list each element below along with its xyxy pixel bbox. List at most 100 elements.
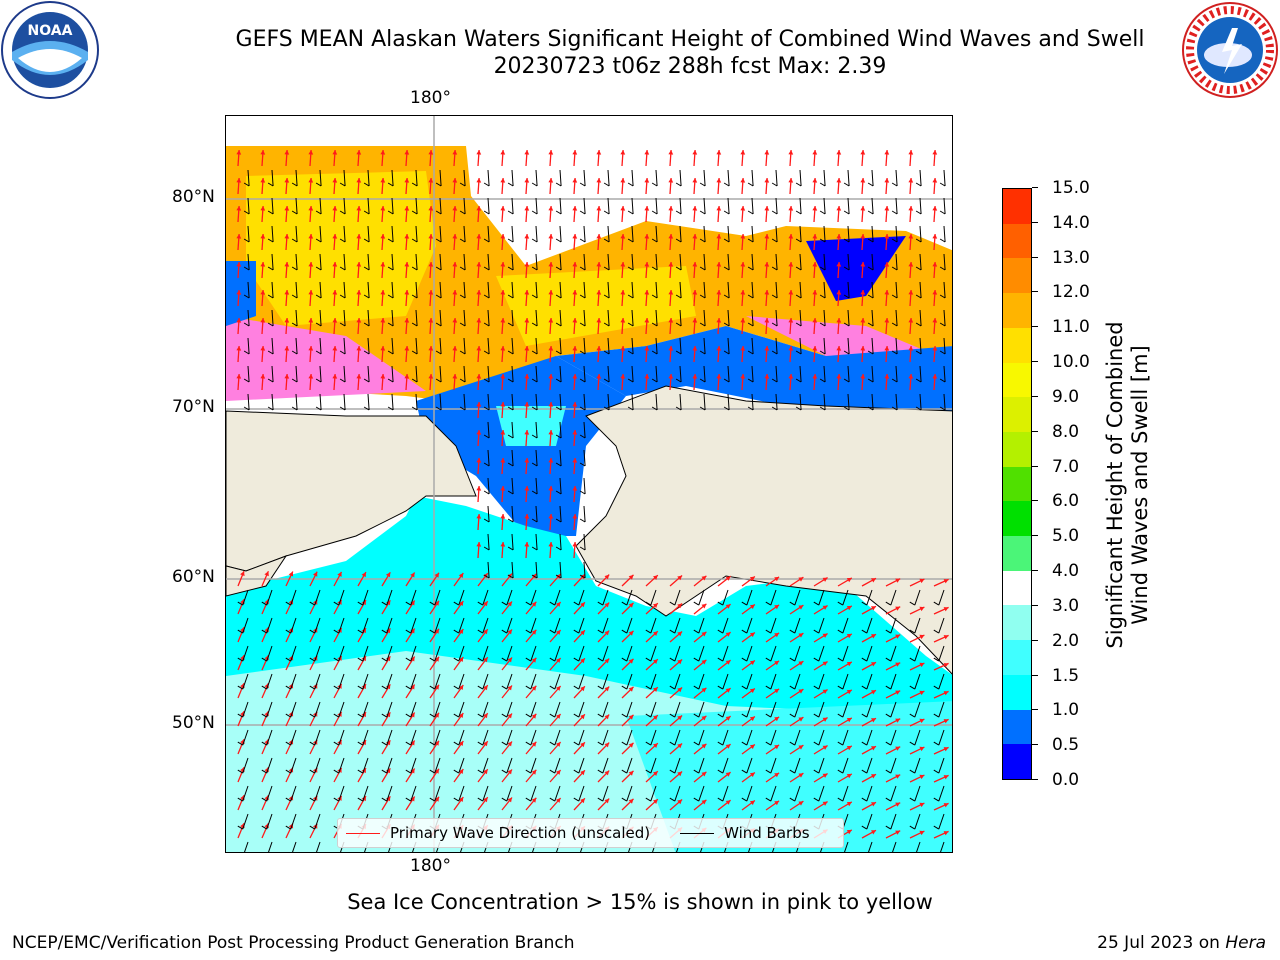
wind-barb xyxy=(674,729,681,746)
wind-barb-flag xyxy=(837,685,844,690)
wind-barb xyxy=(938,785,945,802)
wind-barb-flag xyxy=(867,322,874,327)
wave-arrow-head xyxy=(692,374,698,379)
wind-barb-flag xyxy=(267,322,274,327)
wind-barb xyxy=(602,617,609,634)
wind-barb xyxy=(386,785,393,802)
wind-barb xyxy=(842,785,849,802)
wave-arrow-head xyxy=(908,346,914,351)
wind-barb-flag xyxy=(813,741,820,746)
wind-barb-flag xyxy=(669,601,676,606)
wave-arrow-head xyxy=(668,178,674,183)
wind-barb xyxy=(655,253,658,271)
wind-barb-flag xyxy=(627,210,634,215)
wind-barb xyxy=(919,281,922,299)
wind-barb xyxy=(722,729,729,746)
wind-barb xyxy=(386,701,393,718)
wind-barb-flag xyxy=(789,769,796,774)
wind-barb-flag xyxy=(915,322,922,327)
wave-arrow-head xyxy=(483,713,488,719)
wave-arrow-head xyxy=(701,603,707,609)
wind-barb xyxy=(607,309,610,327)
wind-barb xyxy=(703,197,706,215)
wind-barb xyxy=(919,365,922,383)
footer-host: Hera xyxy=(1225,933,1266,953)
wave-arrow-head xyxy=(919,774,925,780)
wind-barb xyxy=(818,785,825,802)
wave-arrow-head xyxy=(507,629,512,635)
wave-arrow-head xyxy=(572,430,578,435)
wind-barb-flag xyxy=(501,629,508,634)
wind-barb-flag xyxy=(507,378,514,383)
wind-barb xyxy=(847,253,850,271)
wind-barb xyxy=(703,253,706,271)
wind-barb-flag xyxy=(933,601,940,606)
wind-barb xyxy=(391,281,394,299)
wave-arrow-head xyxy=(701,771,707,777)
wave-arrow-head xyxy=(943,775,949,780)
wind-barb-flag xyxy=(285,629,292,634)
wind-barb-flag xyxy=(795,238,802,243)
wind-barb xyxy=(943,169,946,187)
wave-arrow-head xyxy=(500,514,506,519)
wind-barb-flag xyxy=(435,182,442,187)
wind-barb-flag xyxy=(411,210,418,215)
wave-arrow-head xyxy=(555,602,561,607)
wind-barb xyxy=(247,393,250,411)
wave-arrow-head xyxy=(260,178,266,183)
wind-barb xyxy=(367,337,370,355)
wind-barb xyxy=(487,365,490,383)
wave-arrow-head xyxy=(531,685,537,691)
wave-arrow-head xyxy=(356,178,362,183)
wind-barb-flag xyxy=(387,182,394,187)
wind-barb-flag xyxy=(837,657,844,662)
wave-arrow-head xyxy=(572,346,578,351)
wind-barb-flag xyxy=(597,657,604,662)
wind-barb-flag xyxy=(603,238,610,243)
wind-barb xyxy=(535,421,538,439)
wave-arrow-head xyxy=(500,346,506,351)
wind-barb xyxy=(482,757,489,774)
wind-barb xyxy=(271,337,274,355)
wave-arrow-head xyxy=(458,657,464,662)
wind-barb-flag xyxy=(645,629,652,634)
wind-barb-flag xyxy=(597,601,604,606)
wind-barb-flag xyxy=(333,741,340,746)
wind-barb xyxy=(727,365,730,383)
wind-barb xyxy=(919,309,922,327)
wind-barb xyxy=(247,169,250,187)
wind-barb-flag xyxy=(819,266,826,271)
wave-arrow-head xyxy=(428,178,434,183)
wave-arrow-head xyxy=(884,374,890,379)
wind-barb-flag xyxy=(645,601,652,606)
wind-barb-flag xyxy=(579,462,586,467)
wave-arrow-head xyxy=(337,571,342,577)
wind-barb-flag xyxy=(573,601,580,606)
wind-barb-flag xyxy=(405,629,412,634)
wave-arrow-head xyxy=(895,662,901,667)
wind-barb-flag xyxy=(459,238,466,243)
wave-arrow-head xyxy=(580,630,585,636)
wave-arrow-head xyxy=(500,402,506,407)
wind-barb-flag xyxy=(813,713,820,718)
wind-barb xyxy=(535,337,538,355)
wind-barb xyxy=(916,841,921,852)
wind-barb-flag xyxy=(717,657,724,662)
wind-barb xyxy=(511,561,514,579)
wind-barb-flag xyxy=(885,657,892,662)
lat-label-50n: 50°N xyxy=(172,713,215,733)
wind-barb xyxy=(266,645,273,662)
wave-arrow-head xyxy=(740,234,746,239)
colorbar-label-line2: Wind Waves and Swell [m] xyxy=(1128,345,1152,625)
wave-arrow-head xyxy=(452,206,458,211)
wave-arrow-head xyxy=(846,605,852,611)
wave-arrow-head xyxy=(555,686,561,691)
wind-barb-flag xyxy=(621,657,628,662)
wind-barb-flag xyxy=(795,182,802,187)
chart-title-line1: GEFS MEAN Alaskan Waters Significant Hei… xyxy=(235,27,1145,52)
wind-barb xyxy=(319,197,322,215)
wind-barb-flag xyxy=(597,797,604,802)
wind-barb xyxy=(583,253,586,271)
wind-barb xyxy=(578,729,585,746)
wind-barb-flag xyxy=(621,769,628,774)
